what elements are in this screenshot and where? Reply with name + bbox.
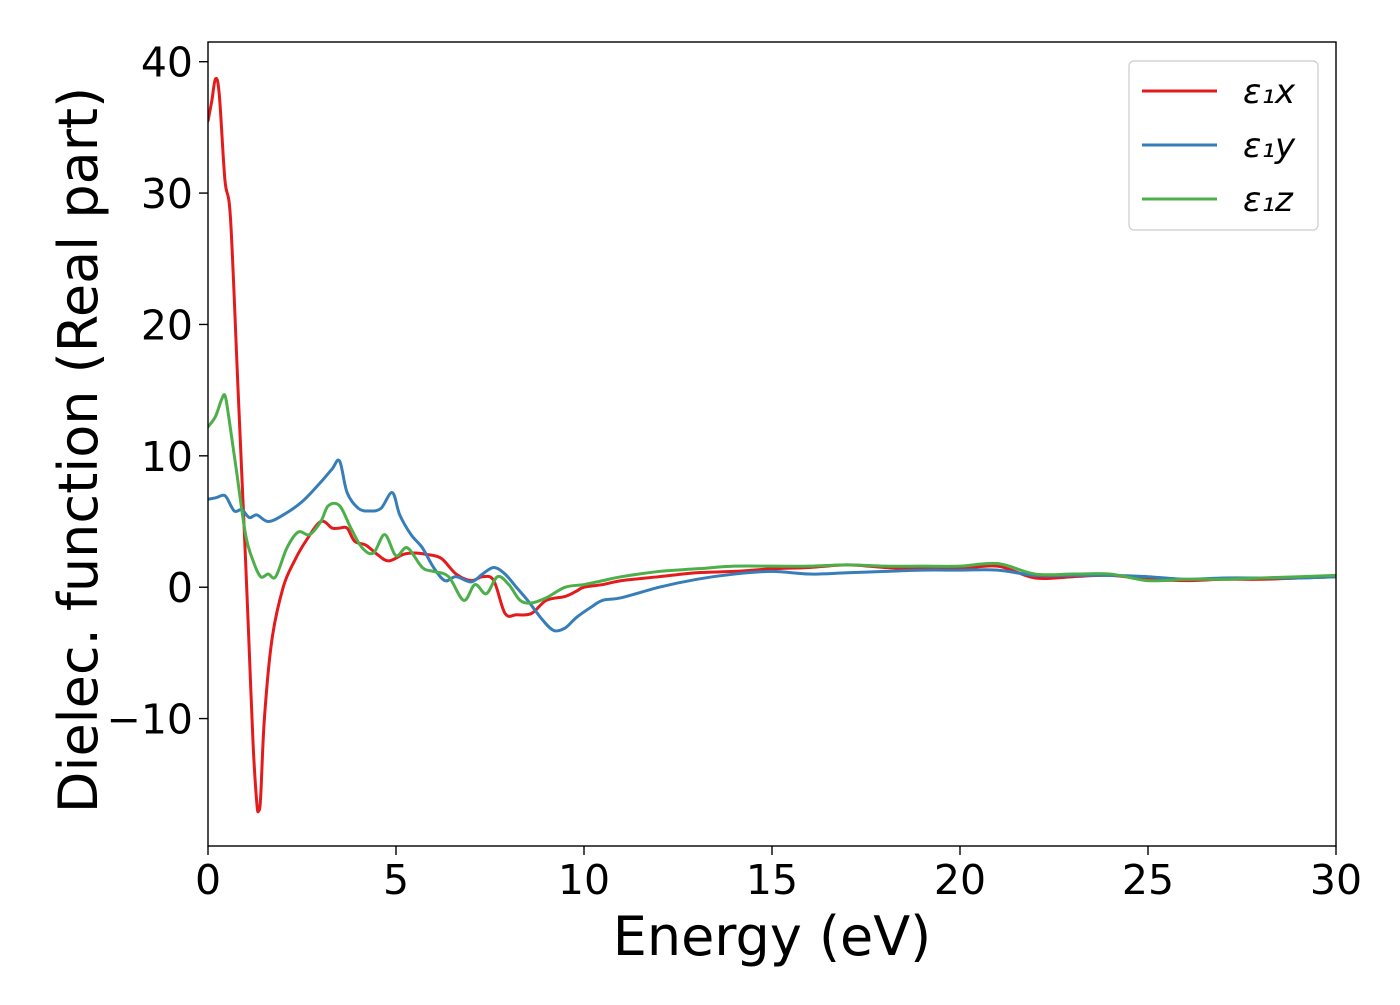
legend-label-2: ε₁y [1243, 126, 1296, 166]
legend-label-3: ε₁z [1243, 180, 1294, 220]
y-tick-label: 40 [141, 39, 193, 87]
x-tick-label: 20 [934, 856, 986, 904]
x-tick-label: 0 [195, 856, 221, 904]
y-tick-label: 30 [141, 170, 193, 218]
x-tick-label: 15 [746, 856, 798, 904]
series-layer [208, 76, 1336, 814]
x-axis-ticks: 0 5 10 15 20 25 30 [195, 846, 1362, 904]
x-tick-label: 5 [383, 856, 409, 904]
x-axis-title: Energy (eV) [613, 905, 932, 968]
legend-box [1128, 60, 1319, 231]
x-tick-label: 10 [558, 856, 610, 904]
y-tick-label: −10 [106, 696, 193, 744]
y-axis-title: Dielec. function (Real part) [47, 87, 110, 813]
y-tick-label: 10 [141, 433, 193, 481]
legend-items: ε₁x ε₁y ε₁z [1142, 72, 1296, 220]
y-tick-label: 20 [141, 301, 193, 349]
legend: ε₁x ε₁y ε₁z [1128, 60, 1319, 231]
y-tick-label: 0 [167, 564, 193, 612]
x-tick-label: 30 [1310, 856, 1362, 904]
series-line-3 [208, 393, 1336, 605]
series-line-2 [208, 458, 1336, 633]
y-axis-ticks: −10 0 10 20 30 40 [106, 39, 208, 744]
x-tick-label: 25 [1122, 856, 1174, 904]
legend-label-1: ε₁x [1243, 72, 1296, 112]
